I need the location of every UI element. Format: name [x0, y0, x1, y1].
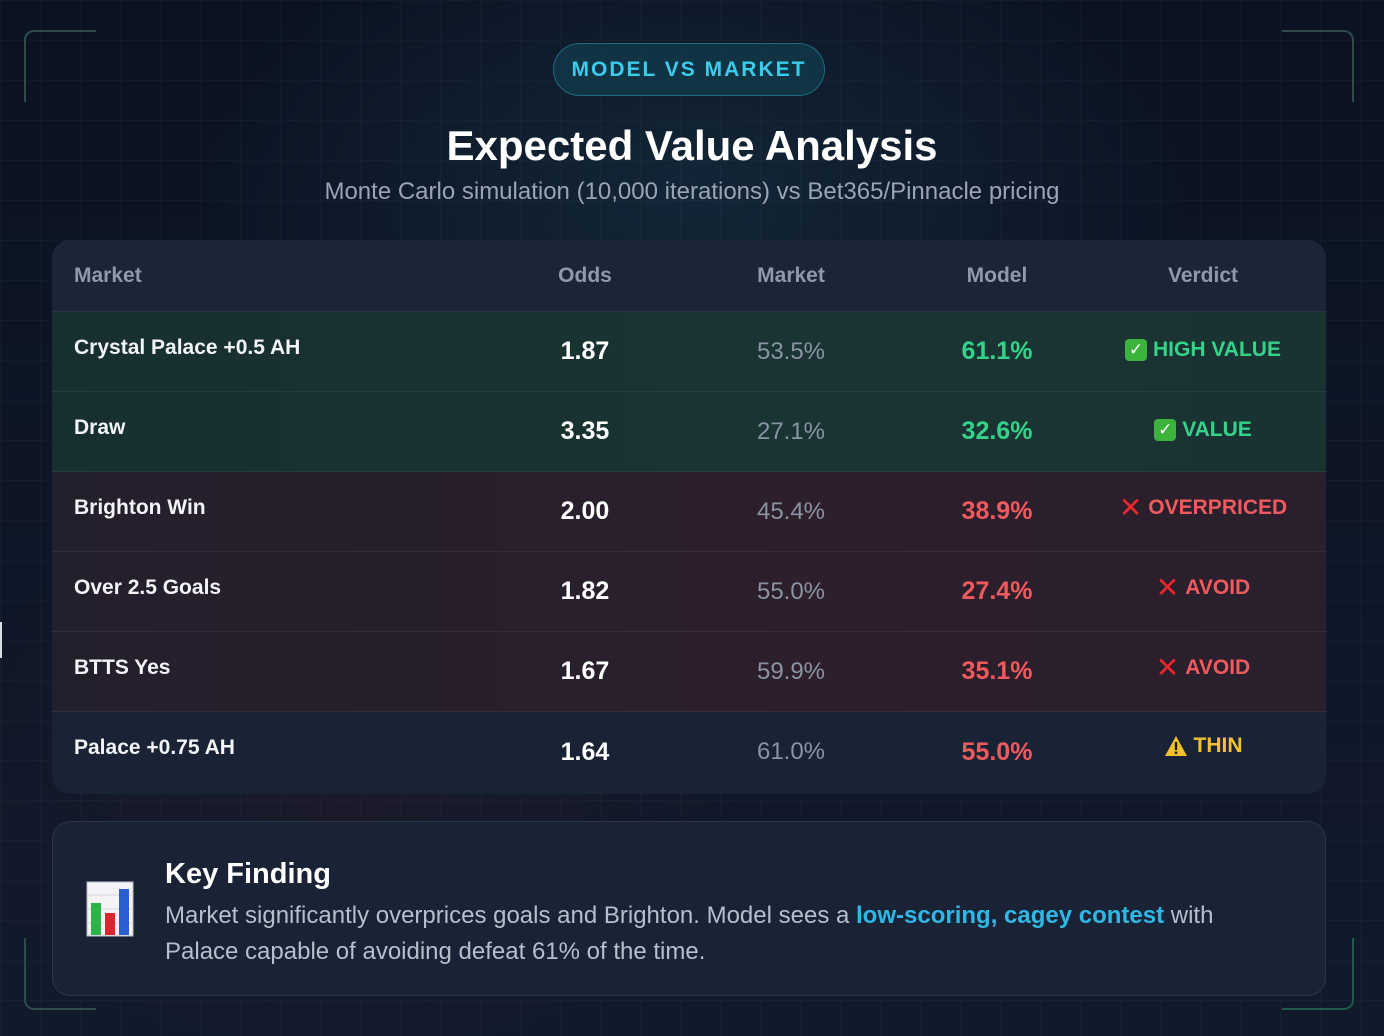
row-market-name: Palace +0.75 AH — [74, 736, 235, 759]
table-row: BTTS Yes 1.67 59.9% 35.1% ✕ AVOID — [52, 632, 1326, 712]
row-verdict: ✕ AVOID — [1155, 571, 1251, 603]
finding-text-end: with Palace capable of avoiding defeat 6… — [165, 902, 1214, 965]
bar-chart-icon — [86, 881, 134, 937]
row-market-name: Brighton Win — [74, 495, 206, 519]
finding-text-start: Market significantly overprices goals an… — [165, 902, 857, 929]
corner-bracket-bottom-right — [1282, 938, 1354, 1010]
page-title: Expected Value Analysis — [446, 122, 938, 169]
row-market-prob: 45.4% — [756, 497, 826, 525]
row-verdict-label: THIN — [1193, 734, 1243, 757]
row-verdict-label: VALUE — [1182, 417, 1252, 441]
header-odds: Odds — [558, 263, 612, 287]
row-odds: 2.00 — [560, 497, 610, 525]
row-model-prob: 27.4% — [961, 577, 1033, 605]
check-icon: ✓ — [1154, 418, 1177, 441]
row-verdict: ✕ AVOID — [1155, 651, 1251, 683]
row-odds: 1.67 — [560, 657, 610, 685]
header-market-prob: Market — [757, 263, 825, 287]
row-verdict-label: AVOID — [1185, 575, 1251, 599]
section-badge: MODEL VS MARKET — [553, 43, 825, 96]
edge-marker — [0, 622, 2, 658]
row-market-prob: 55.0% — [756, 577, 826, 605]
finding-title: Key Finding — [165, 858, 331, 890]
row-market-name: Crystal Palace +0.5 AH — [74, 335, 301, 359]
table-row: Over 2.5 Goals 1.82 55.0% 27.4% ✕ AVOID — [52, 552, 1326, 632]
row-market-prob: 61.0% — [756, 738, 826, 765]
row-model-prob: 55.0% — [961, 737, 1033, 766]
row-verdict: ✓ HIGH VALUE — [1125, 338, 1281, 362]
key-finding-card: Key Finding Market significantly overpri… — [52, 821, 1326, 996]
finding-highlight: low-scoring, cagey contest — [856, 902, 1165, 929]
table-header: Market Odds Market Model Verdict — [52, 240, 1326, 312]
corner-bracket-top-right — [1282, 30, 1354, 102]
row-odds: 1.82 — [560, 577, 610, 605]
row-odds: 3.35 — [560, 417, 610, 445]
header-model-prob: Model — [966, 263, 1028, 287]
cross-icon: ✕ — [1155, 571, 1180, 603]
row-market-prob: 59.9% — [756, 657, 826, 685]
row-odds: 1.87 — [560, 337, 610, 365]
row-verdict: THIN — [1164, 734, 1243, 758]
finding-text: Market significantly overprices goals an… — [165, 898, 1285, 970]
row-model-prob: 61.1% — [961, 337, 1033, 365]
row-market-name: Draw — [74, 415, 126, 439]
table-row: Crystal Palace +0.5 AH 1.87 53.5% 61.1% ✓ HIG… — [52, 312, 1326, 392]
table-row: Draw 3.35 27.1% 32.6% ✓ VALUE — [52, 392, 1326, 472]
row-verdict: ✓ VALUE — [1154, 418, 1252, 442]
row-model-prob: 32.6% — [961, 417, 1033, 445]
check-icon: ✓ — [1125, 338, 1148, 361]
corner-bracket-bottom-left — [24, 938, 96, 1010]
warning-icon — [1164, 736, 1187, 756]
row-odds: 1.64 — [560, 737, 610, 766]
row-market-prob: 53.5% — [756, 337, 826, 365]
row-verdict: ✕ OVERPRICED — [1118, 491, 1288, 523]
row-market-name: BTTS Yes — [74, 655, 171, 679]
cross-icon: ✕ — [1118, 491, 1143, 523]
corner-bracket-top-left — [24, 30, 96, 102]
table-row: Brighton Win 2.00 45.4% 38.9% ✕ OVERPRICED — [52, 472, 1326, 552]
row-market-name: Over 2.5 Goals — [74, 575, 222, 599]
row-model-prob: 35.1% — [961, 657, 1033, 685]
row-verdict-label: AVOID — [1185, 655, 1251, 679]
table-row: Palace +0.75 AH 1.64 61.0% 55.0% THIN — [52, 712, 1326, 792]
header-verdict: Verdict — [1167, 263, 1239, 287]
row-model-prob: 38.9% — [961, 497, 1033, 525]
header-market: Market — [74, 263, 142, 287]
ev-table: Market Odds Market Model Verdict Crystal… — [52, 240, 1326, 794]
row-verdict-label: OVERPRICED — [1148, 495, 1288, 519]
row-verdict-label: HIGH VALUE — [1153, 337, 1281, 361]
row-market-prob: 27.1% — [756, 417, 826, 445]
page-subtitle: Monte Carlo simulation (10,000 iteration… — [324, 178, 1060, 205]
cross-icon: ✕ — [1155, 651, 1180, 683]
